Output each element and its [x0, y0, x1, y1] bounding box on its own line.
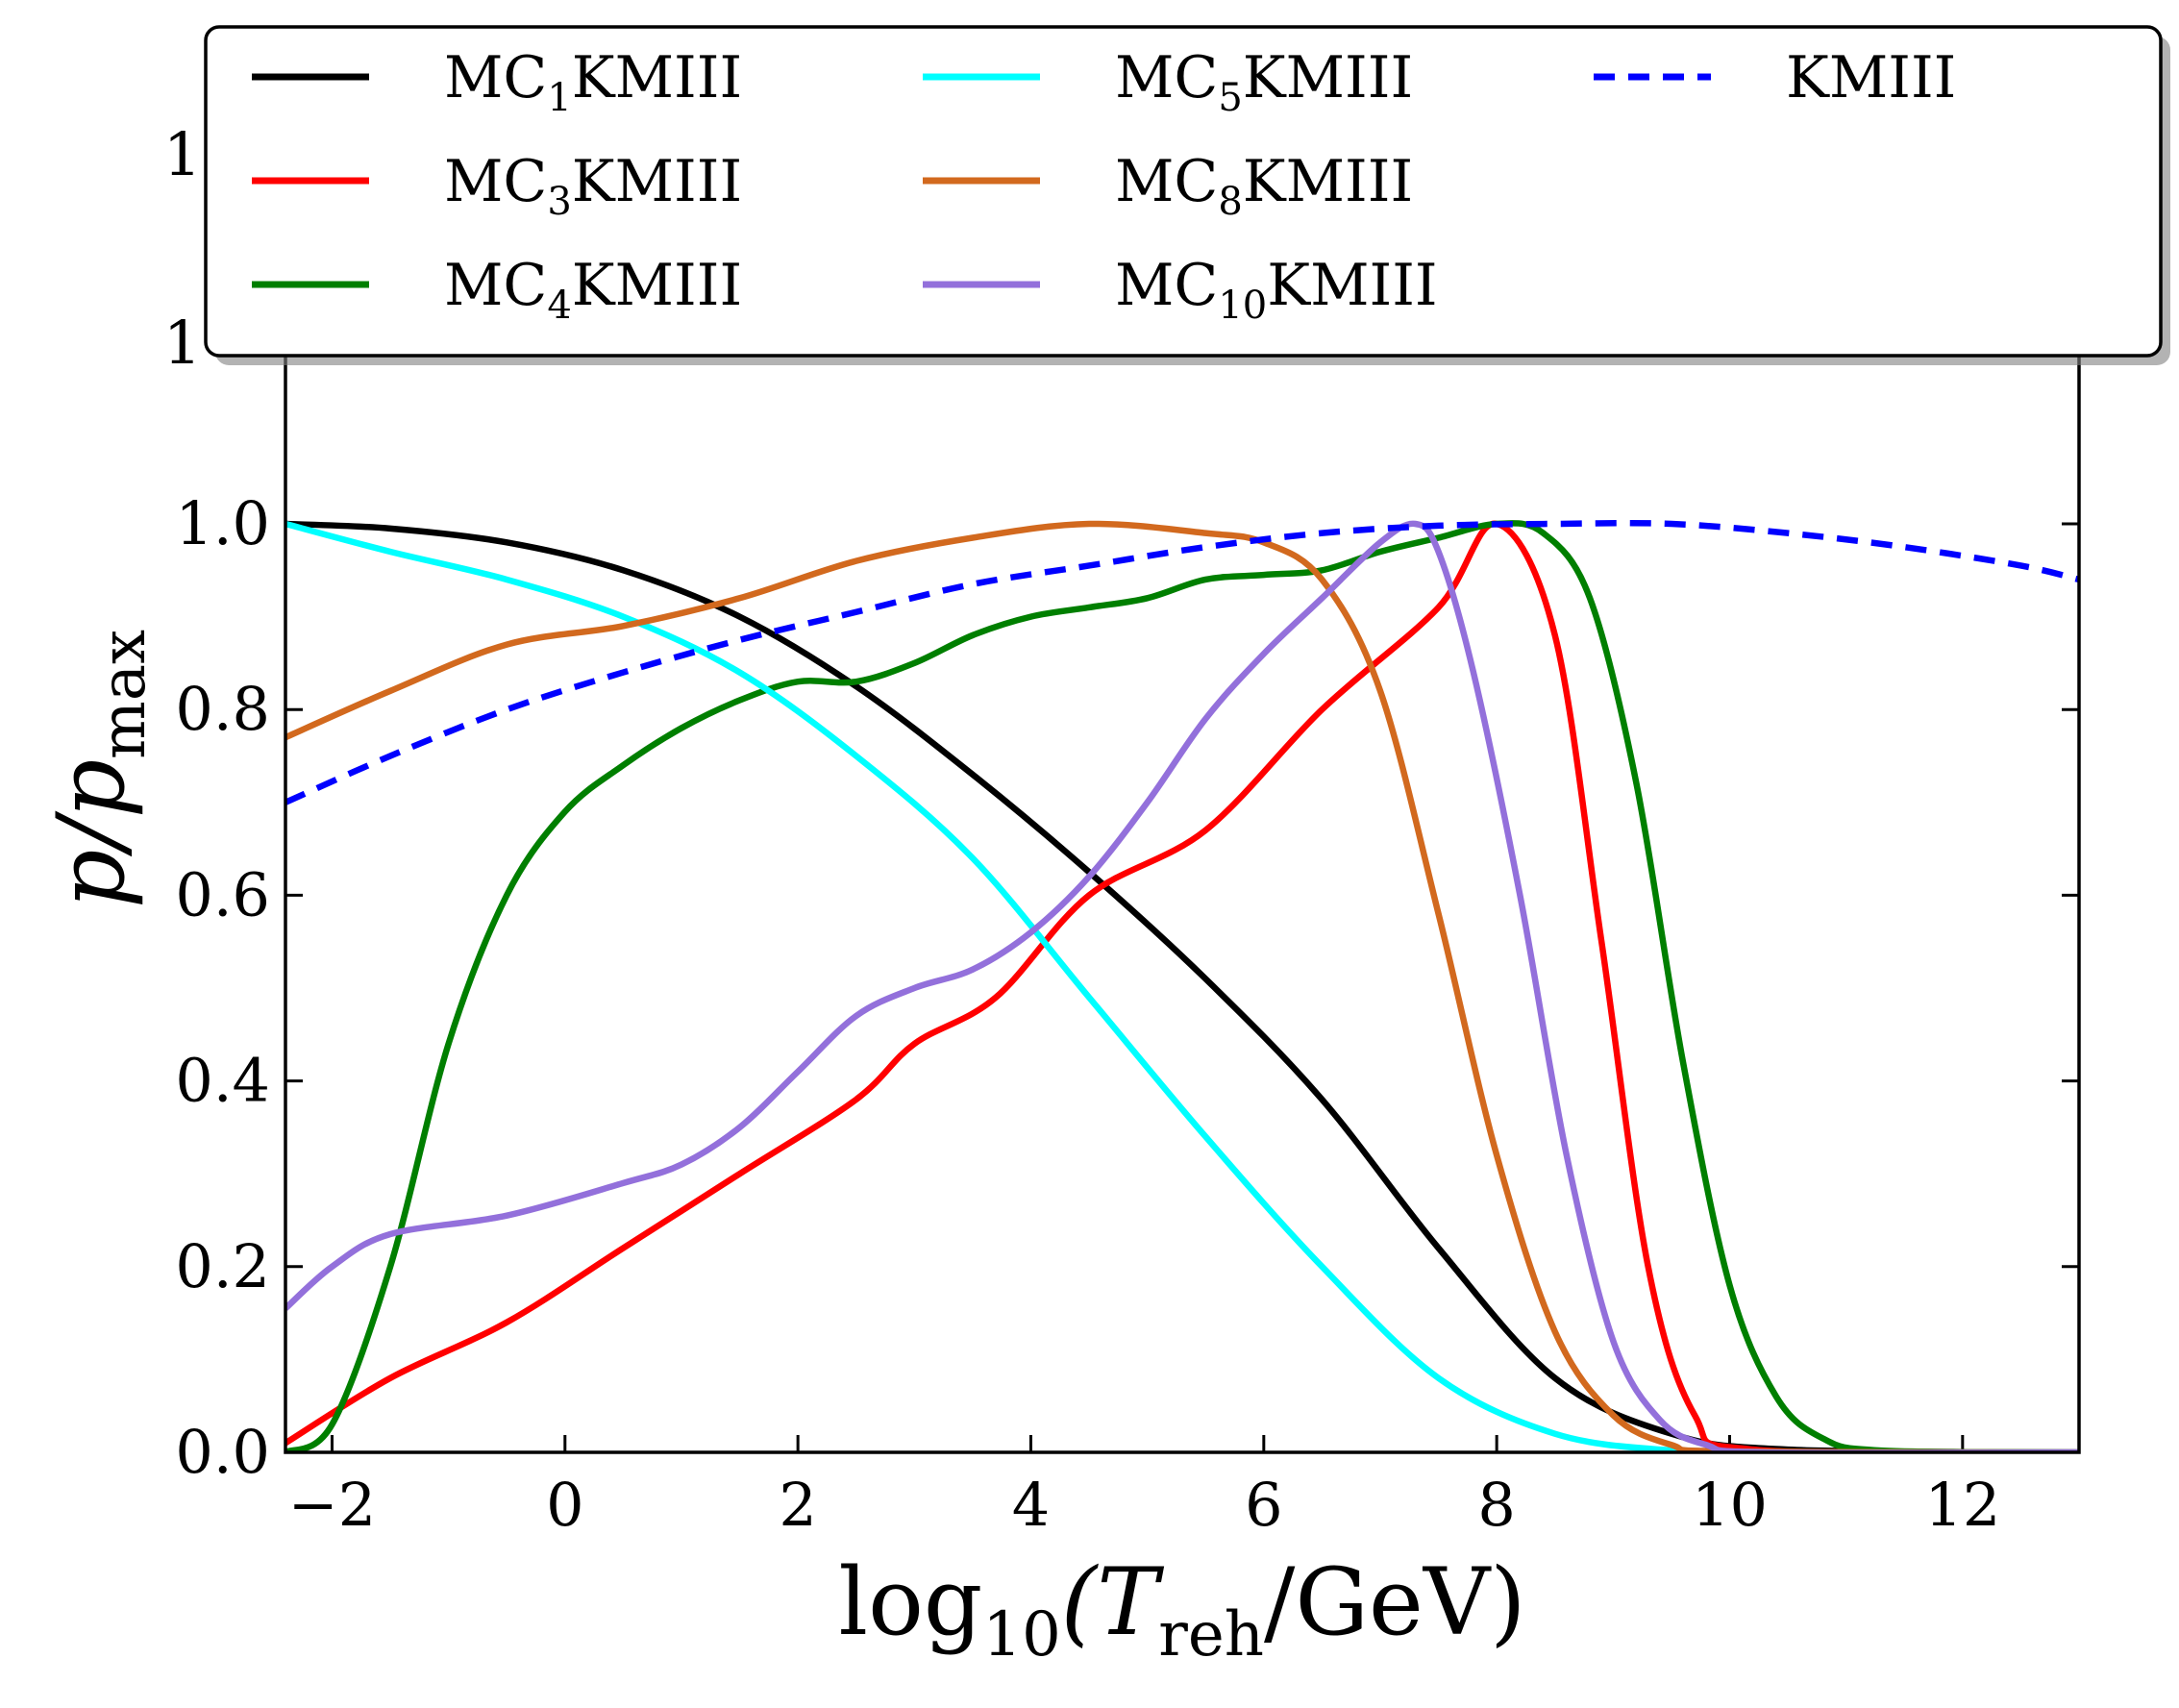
series-line-MC4KMIII [285, 523, 2079, 1452]
x-tick-label: 2 [779, 1470, 816, 1540]
y-tick-label: 0.2 [175, 1231, 270, 1301]
legend-label-MC10KMIII: MC10KMIII [1115, 252, 1438, 328]
legend-label-MC8KMIII: MC8KMIII [1115, 148, 1413, 224]
series-line-MC10KMIII [285, 524, 2079, 1453]
x-tick-label: 4 [1012, 1470, 1050, 1540]
legend-label-KMIII: KMIII [1786, 44, 1956, 111]
y-tick-label: 0.8 [175, 674, 270, 744]
x-axis-title-sub1: 10 [982, 1599, 1060, 1671]
y-tick-label: 1.0 [175, 488, 270, 558]
x-axis-title-sub2: reh [1158, 1599, 1264, 1671]
x-axis-title-mid: (T [1061, 1548, 1164, 1656]
series-line-MC8KMIII [285, 524, 2079, 1452]
x-tick-label: 6 [1245, 1470, 1282, 1540]
x-tick-label: −2 [288, 1470, 376, 1540]
legend-label-MC4KMIII: MC4KMIII [444, 252, 742, 328]
series-line-MC5KMIII [285, 524, 2079, 1452]
legend-label-MC1KMIII: MC1KMIII [444, 44, 742, 120]
series-line-MC1KMIII [285, 524, 2079, 1452]
y-axis-title: p/pmax [37, 630, 160, 908]
legend-label-MC5KMIII: MC5KMIII [1115, 44, 1413, 120]
legend: MC1KMIII MC3KMIII MC4KMIII MC5KMIII MC8KMIII… [206, 27, 2170, 365]
x-tick-label: 12 [1924, 1470, 2000, 1540]
y-axis-title-main: p/p [37, 759, 145, 908]
y-tick-label: 0.6 [175, 859, 270, 929]
x-tick-label: 8 [1477, 1470, 1515, 1540]
x-axis-title: log10(Treh/GeV) [838, 1548, 1525, 1671]
chart: 1 1 −2 0 2 4 6 8 10 120.00.20.40.60.81.0 log10(… [0, 0, 2179, 1708]
hidden-tick-glyph-lower: 1 [163, 308, 201, 378]
hidden-tick-glyph-upper: 1 [163, 119, 201, 189]
y-axis-title-sub: max [88, 630, 160, 759]
y-tick-label: 0.0 [175, 1417, 270, 1487]
x-tick-label: 10 [1692, 1470, 1768, 1540]
y-tick-label: 0.4 [175, 1046, 270, 1116]
x-axis-title-post: /GeV) [1264, 1548, 1526, 1656]
x-axis-title-pre: log [838, 1548, 982, 1656]
series-line-KMIII [285, 523, 2079, 803]
legend-label-MC3KMIII: MC3KMIII [444, 148, 742, 224]
series-line-MC3KMIII [285, 524, 2079, 1453]
x-tick-label: 0 [546, 1470, 583, 1540]
